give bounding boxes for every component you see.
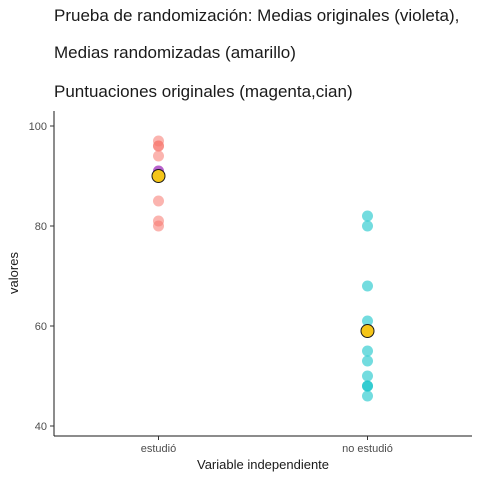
data-point [362, 370, 373, 382]
x-tick-label: estudió [141, 443, 176, 455]
y-axis-title: valores [6, 252, 21, 294]
chart-title-line-3: Puntuaciones originales (magenta,cian) [54, 82, 353, 101]
data-point [362, 210, 373, 222]
data-point [153, 140, 164, 152]
data-point [362, 315, 373, 327]
x-ticks: estudió no estudió [141, 436, 393, 455]
x-tick-label: no estudió [342, 443, 393, 455]
data-point [362, 390, 373, 402]
y-tick-label: 40 [35, 421, 47, 433]
axes [53, 111, 472, 437]
y-tick-label: 100 [29, 121, 47, 133]
y-tick-label: 60 [35, 321, 47, 333]
y-tick-label: 80 [35, 221, 47, 233]
mean-markers [151, 165, 375, 338]
data-point [362, 380, 373, 392]
data-point [362, 345, 373, 357]
chart-title-line-2: Medias randomizadas (amarillo) [54, 43, 296, 62]
y-ticks: 40 60 80 100 [29, 121, 54, 433]
data-points [153, 135, 373, 402]
randomized-mean-point [360, 324, 375, 338]
data-point [362, 220, 373, 232]
randomized-mean-point [151, 169, 166, 183]
x-axis-title: Variable independiente [197, 457, 329, 472]
data-point [153, 195, 164, 207]
data-point [362, 355, 373, 367]
data-point [153, 220, 164, 232]
data-point [153, 150, 164, 162]
chart-title-line-1: Prueba de randomización: Medias original… [54, 6, 460, 25]
data-point [362, 280, 373, 292]
